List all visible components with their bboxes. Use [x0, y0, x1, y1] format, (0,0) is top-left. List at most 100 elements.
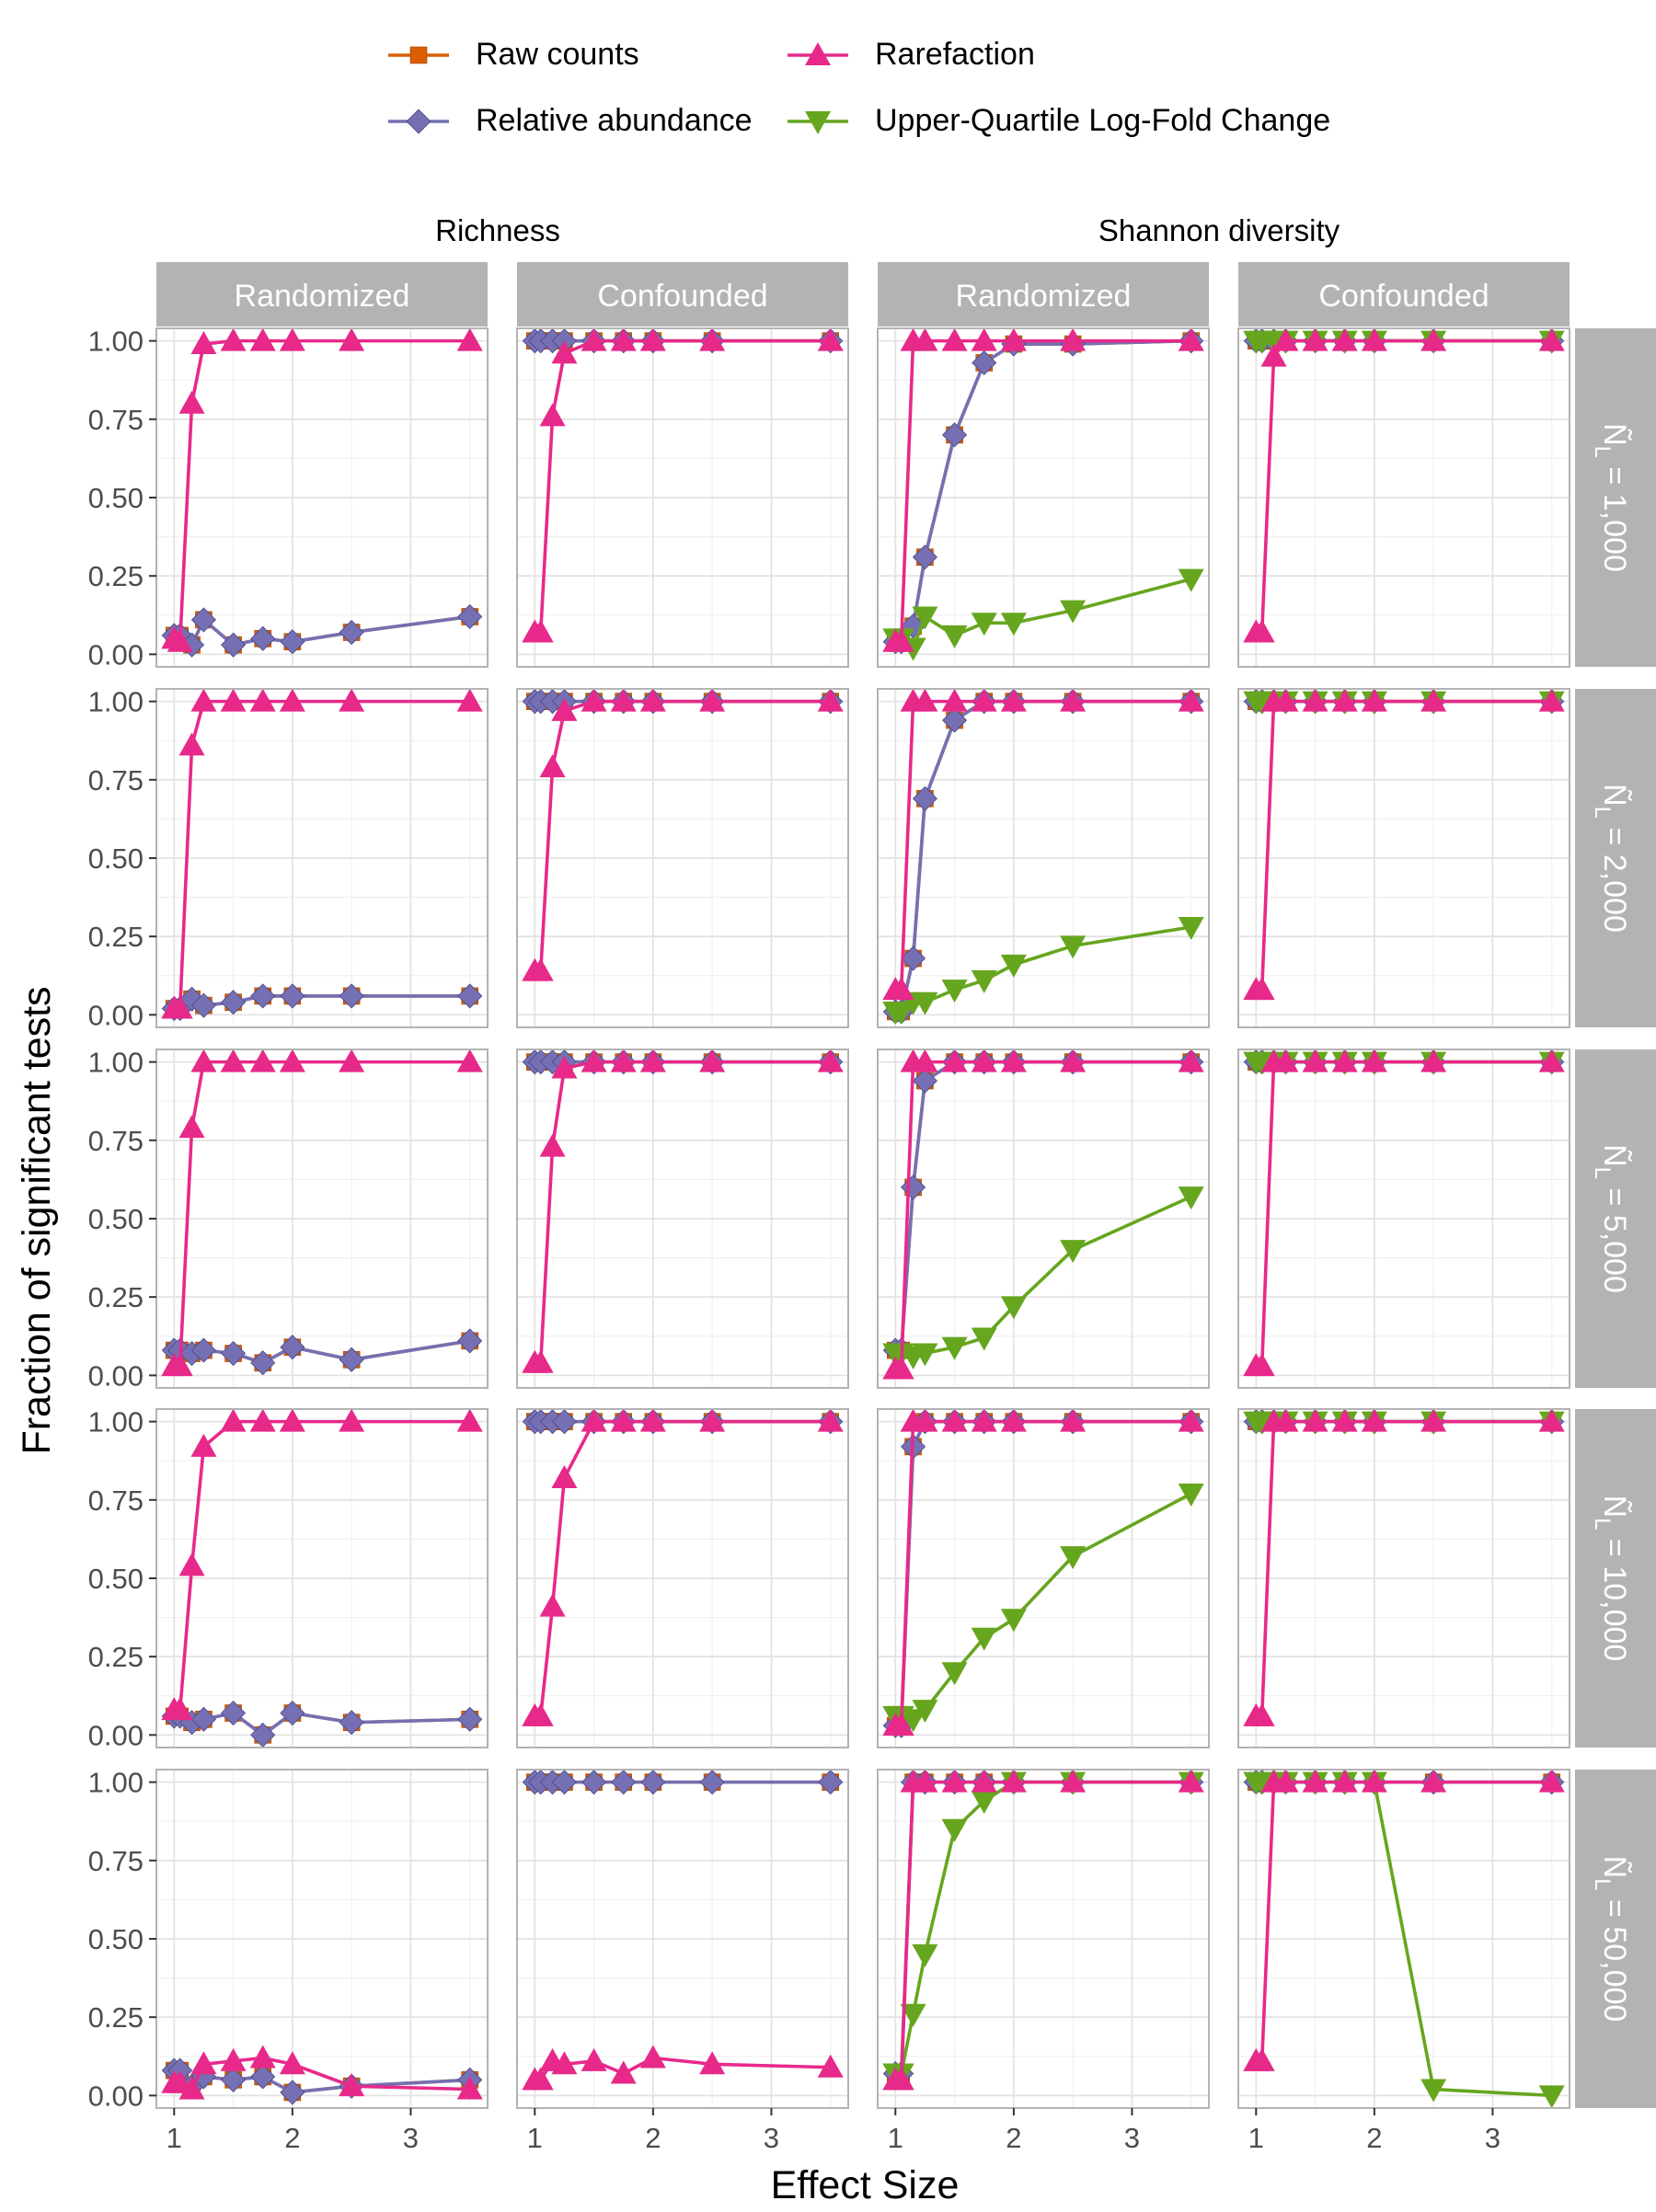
- data-point: [551, 2051, 578, 2075]
- data-point: [912, 1343, 938, 1367]
- data-point: [339, 1408, 365, 1432]
- data-point: [1178, 568, 1204, 592]
- y-tick-label: 0.75: [88, 1845, 144, 1877]
- column-strip-label: Confounded: [597, 279, 767, 314]
- data-point: [456, 2076, 483, 2100]
- y-tick-label: 0.50: [88, 482, 144, 514]
- data-point: [527, 2067, 554, 2091]
- data-point: [1060, 327, 1087, 351]
- data-point: [1060, 600, 1087, 624]
- data-point: [551, 697, 578, 721]
- data-point: [1420, 1769, 1447, 1793]
- data-point: [167, 995, 193, 1019]
- data-point: [1272, 1049, 1299, 1072]
- x-tick-label: 1: [1248, 2122, 1264, 2154]
- panel-border: [516, 327, 849, 668]
- data-point: [339, 1710, 364, 1736]
- data-point: [280, 1700, 305, 1726]
- panel-1-3: [1237, 688, 1570, 1028]
- data-point: [1420, 688, 1447, 712]
- data-point: [1248, 1353, 1275, 1377]
- data-point: [699, 1770, 725, 1795]
- panel-0-1: [516, 327, 849, 668]
- column-group-richness: Richness: [435, 213, 560, 247]
- panel-3-1: [516, 1408, 849, 1748]
- row-strip-symbol: Ñ: [1597, 423, 1632, 446]
- data-point: [339, 1347, 364, 1372]
- data-point: [699, 1408, 726, 1432]
- data-point: [190, 607, 216, 633]
- data-point: [1248, 977, 1275, 1001]
- data-point: [178, 390, 205, 414]
- legend-label: Upper-Quartile Log-Fold Change: [875, 103, 1330, 138]
- data-point: [1420, 1408, 1447, 1432]
- data-point: [1302, 1408, 1328, 1432]
- y-tick-label: 0.00: [88, 1719, 144, 1751]
- x-tick-label: 2: [1366, 2122, 1382, 2154]
- row-strip-symbol: Ñ: [1597, 1144, 1632, 1167]
- data-point: [178, 1115, 205, 1139]
- legend-label: Raw counts: [476, 37, 639, 72]
- series-rarefaction: [882, 1049, 1204, 1380]
- data-point: [1178, 1186, 1204, 1210]
- data-point: [250, 1350, 276, 1376]
- data-point: [221, 632, 247, 658]
- panel-3-0: [155, 1408, 489, 1748]
- data-point: [249, 688, 276, 712]
- series-rarefaction: [522, 688, 844, 981]
- data-point: [817, 1049, 844, 1072]
- row-strip-label: ÑL = 1,000: [1590, 423, 1632, 572]
- data-point: [1361, 1049, 1387, 1072]
- data-point: [1000, 1769, 1027, 1793]
- data-point: [1420, 2079, 1447, 2103]
- panel-2-3: [1237, 1049, 1570, 1389]
- x-tick-label: 1: [888, 2122, 903, 2154]
- data-point: [1060, 1240, 1087, 1264]
- row-strip-subscript: L: [1590, 1518, 1615, 1530]
- data-point: [1420, 1049, 1447, 1072]
- data-point: [912, 991, 938, 1015]
- data-point: [1260, 343, 1287, 367]
- data-point: [220, 2047, 247, 2071]
- y-tick-label: 0.00: [88, 2080, 144, 2112]
- data-point: [1060, 1049, 1087, 1072]
- data-point: [639, 1408, 666, 1432]
- data-point: [1302, 1769, 1328, 1793]
- data-point: [941, 688, 968, 712]
- y-tick-label: 1.00: [88, 326, 144, 358]
- data-point: [1000, 327, 1027, 351]
- series-relative-abundance: [522, 1770, 844, 1795]
- panel-border: [516, 1049, 849, 1389]
- data-point: [220, 688, 247, 712]
- data-point: [551, 340, 578, 364]
- data-point: [912, 688, 938, 712]
- data-point: [639, 688, 666, 712]
- series-rarefaction: [161, 1408, 483, 1721]
- data-point: [220, 327, 247, 351]
- data-point: [1538, 688, 1565, 712]
- column-strip: [517, 262, 848, 327]
- series-rarefaction: [161, 2045, 483, 2100]
- row-strip-value: = 5,000: [1597, 1179, 1632, 1293]
- data-point: [1178, 1049, 1204, 1072]
- legend-item: Raw counts: [388, 37, 639, 72]
- row-strip-value: = 1,000: [1597, 458, 1632, 572]
- data-point: [971, 1769, 997, 1793]
- data-point: [817, 688, 844, 712]
- data-point: [888, 1356, 914, 1380]
- data-point: [1248, 619, 1275, 643]
- data-point: [1331, 688, 1358, 712]
- data-point: [817, 2054, 844, 2078]
- row-strip-symbol: Ñ: [1597, 1496, 1632, 1519]
- column-strip: [156, 262, 488, 327]
- y-tick-label: 0.00: [88, 638, 144, 670]
- data-point: [457, 983, 483, 1009]
- data-point: [1331, 327, 1358, 351]
- data-point: [817, 1408, 844, 1432]
- data-point: [1000, 1609, 1027, 1633]
- data-point: [912, 1944, 938, 1968]
- data-point: [900, 1709, 926, 1733]
- data-point: [457, 1706, 483, 1732]
- panel-4-0: [155, 1769, 489, 2109]
- data-point: [190, 1049, 217, 1072]
